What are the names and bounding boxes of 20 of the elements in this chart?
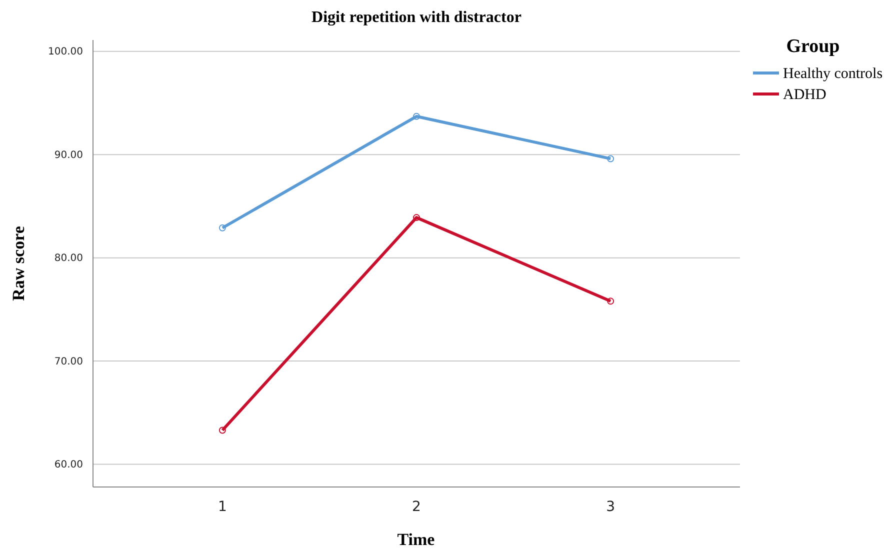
y-axis-title: Raw score [9, 226, 28, 301]
y-tick-label: 90.00 [54, 150, 83, 161]
point [218, 224, 226, 232]
chart-title: Digit repetition with distractor [312, 9, 522, 26]
legend-label: ADHD [783, 87, 826, 103]
legend-label: Healthy controls [783, 66, 883, 82]
x-axis-title: Time [397, 530, 436, 549]
point [413, 214, 420, 222]
y-tick-label: 70.00 [54, 356, 83, 368]
y-tick-label: 100.00 [48, 46, 83, 58]
x-tick-label: 3 [606, 498, 616, 515]
legend-title: Group [786, 36, 840, 57]
y-tick-label: 80.00 [54, 253, 83, 264]
point [607, 298, 614, 305]
x-tick-label: 2 [412, 498, 421, 515]
point [607, 155, 614, 162]
point [218, 426, 226, 434]
y-tick-label: 60.00 [54, 459, 83, 470]
point [413, 112, 420, 120]
x-tick-label: 1 [218, 498, 227, 515]
